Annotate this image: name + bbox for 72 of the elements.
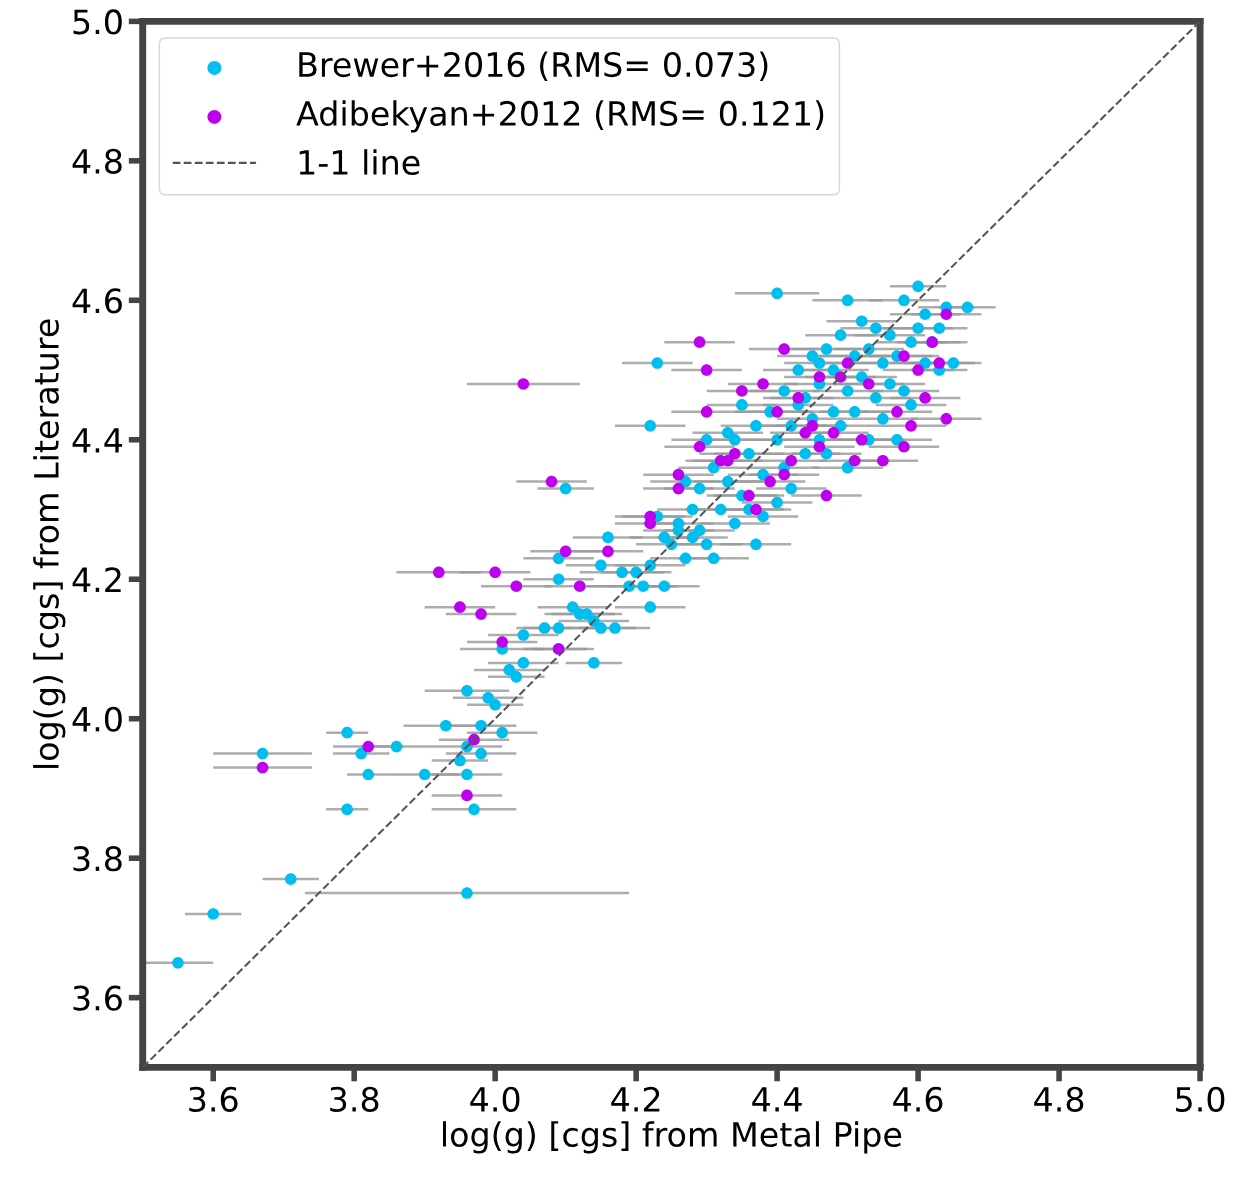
point [799, 426, 812, 439]
legend-label: Brewer+2016 (RMS= 0.073) [299, 51, 768, 82]
point [806, 420, 819, 432]
x-tick-label: 4.2 [611, 1086, 660, 1112]
point [940, 413, 953, 425]
point [743, 489, 755, 502]
x-axis-title: log(g) [cgs] from Metal Pipe [442, 1121, 902, 1154]
point [877, 454, 889, 467]
point [432, 566, 445, 579]
y-axis-title: log(g) [cgs] from Literature [33, 319, 66, 768]
point [559, 545, 572, 558]
point [517, 378, 530, 390]
point [573, 580, 586, 593]
y-tick-label: 4.6 [72, 288, 122, 314]
point [898, 350, 910, 362]
point [602, 545, 614, 558]
legend-label: 1-1 line [299, 149, 420, 175]
point [764, 475, 776, 488]
y-tick-label: 5.0 [73, 9, 122, 35]
point [898, 440, 910, 453]
point [919, 392, 931, 404]
legend-label: Adibekyan+2012 (RMS= 0.121) [296, 100, 824, 133]
point [940, 308, 953, 321]
x-tick-label: 4.8 [1034, 1086, 1084, 1112]
point [912, 364, 924, 376]
point [848, 454, 861, 467]
x-tick-label: 4.6 [893, 1086, 943, 1112]
point [256, 761, 269, 774]
x-tick-label: 4.4 [752, 1087, 802, 1112]
point [771, 406, 783, 418]
point [496, 636, 509, 648]
point [757, 378, 769, 390]
y-tick-label: 4.8 [72, 148, 122, 174]
point [862, 378, 875, 390]
point [454, 601, 466, 613]
point [813, 371, 826, 383]
y-tick-label: 4.4 [72, 428, 123, 453]
point [905, 420, 917, 432]
y-tick-label: 3.6 [73, 985, 122, 1011]
y-tick-label: 4.2 [72, 567, 121, 592]
point [672, 468, 685, 481]
point [827, 426, 840, 439]
point [700, 364, 713, 376]
point [785, 454, 798, 467]
point [461, 789, 473, 802]
point [362, 740, 375, 753]
point [693, 440, 706, 453]
y-tick-label: 4.0 [72, 706, 122, 732]
point [736, 385, 748, 397]
point [672, 482, 685, 495]
point [933, 357, 946, 369]
point [841, 357, 854, 369]
x-tick-label: 3.6 [189, 1086, 238, 1112]
point [489, 566, 501, 579]
x-tick-label: 3.8 [330, 1086, 379, 1112]
point [475, 608, 487, 620]
point [820, 489, 833, 502]
point [729, 447, 741, 460]
point [813, 440, 826, 453]
point [510, 580, 523, 593]
x-tick-label: 5.0 [1176, 1086, 1225, 1112]
point [700, 406, 713, 418]
x-tick-label: 4.0 [470, 1086, 520, 1112]
point [891, 406, 903, 418]
point [855, 433, 868, 446]
point [750, 503, 762, 516]
y-tick-label: 3.8 [73, 846, 122, 872]
point [778, 468, 790, 481]
point [693, 336, 706, 348]
point [545, 475, 558, 488]
point [792, 392, 805, 404]
point [778, 343, 790, 355]
